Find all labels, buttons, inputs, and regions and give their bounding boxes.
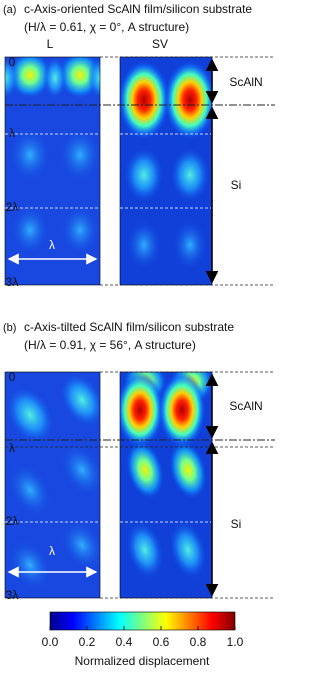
colorbar-label: Normalized displacement	[75, 654, 210, 668]
colorbar-tick-label: 0.4	[116, 635, 133, 649]
width-label: λ	[49, 544, 55, 558]
colorbar-tick-label: 0.8	[190, 635, 207, 649]
region-label: Si	[231, 178, 242, 192]
colorbar-ticks: 0.0 0.2 0.4 0.6 0.8 1.0	[42, 626, 244, 649]
colorbar-tick-label: 0.2	[79, 635, 96, 649]
depth-label: 3λ	[6, 275, 19, 289]
heatmap-l	[5, 57, 100, 285]
colorbar-tick-label: 0.0	[42, 635, 59, 649]
panel-title: c-Axis-oriented ScAlN film/silicon subst…	[24, 2, 252, 16]
panel-title: c-Axis-tilted ScAlN film/silicon substra…	[24, 320, 234, 334]
depth-label: 2λ	[6, 514, 19, 528]
panel-subtitle: (H/λ = 0.91, χ = 56°, A structure)	[24, 338, 196, 352]
heatmap-l	[5, 372, 100, 598]
depth-label: 0	[9, 55, 16, 69]
column-label: SV	[152, 37, 168, 51]
depth-label: 2λ	[6, 200, 19, 214]
colorbar-tick-label: 1.0	[227, 635, 244, 649]
width-label: λ	[49, 238, 55, 252]
panel-tag: (a)	[3, 4, 16, 16]
heatmap-sv	[120, 57, 212, 285]
figure: (a) c-Axis-oriented ScAlN film/silicon s…	[3, 2, 275, 668]
heatmap-sv	[120, 372, 212, 598]
region-label: ScAlN	[229, 399, 262, 413]
panel-tag: (b)	[3, 322, 16, 334]
panel-subtitle: (H/λ = 0.61, χ = 0°, A structure)	[24, 20, 189, 34]
depth-label: λ	[9, 441, 15, 455]
depth-label: 0	[9, 370, 16, 384]
region-label: ScAlN	[229, 75, 262, 89]
depth-label: λ	[9, 126, 15, 140]
colorbar	[49, 611, 236, 631]
depth-label: 3λ	[6, 588, 19, 602]
column-label: L	[47, 37, 54, 51]
colorbar-tick-label: 0.6	[153, 635, 170, 649]
region-label: Si	[231, 517, 242, 531]
